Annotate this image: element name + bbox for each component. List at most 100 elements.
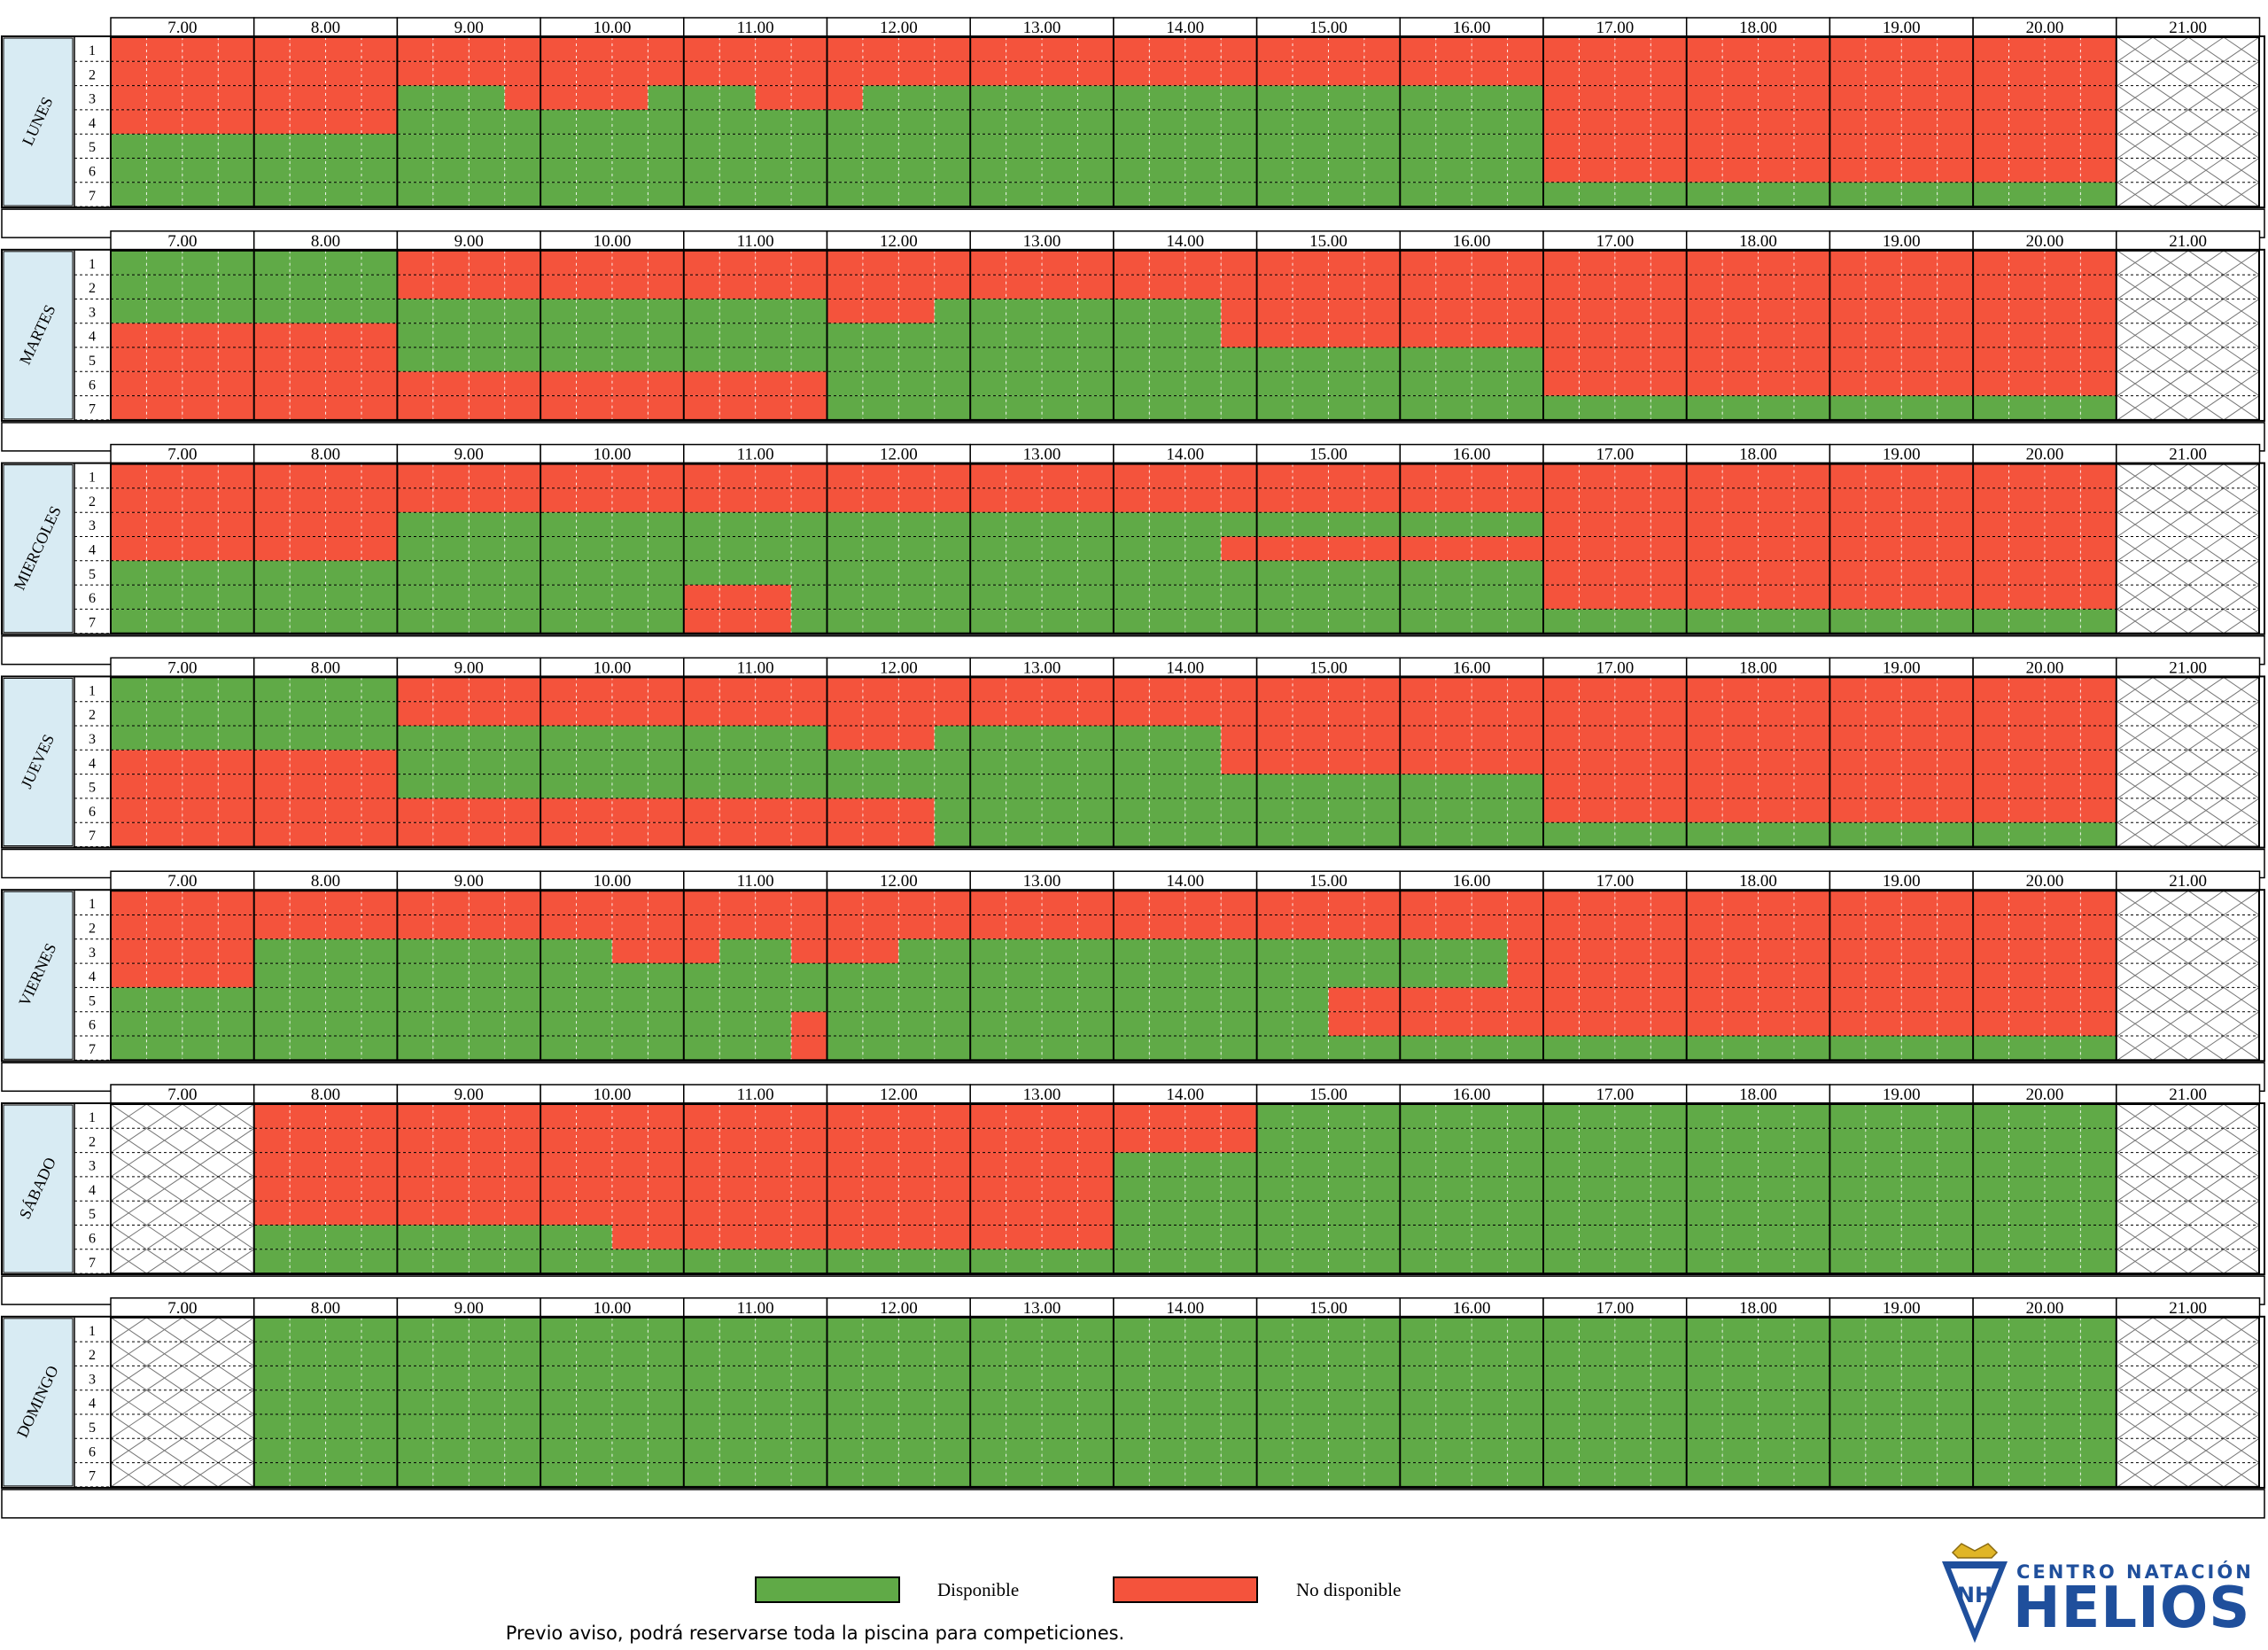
slot-available <box>1543 1225 1580 1249</box>
slot-unavailable <box>1579 560 1615 586</box>
slot-unavailable <box>719 701 756 726</box>
slot-unavailable <box>1042 61 1078 86</box>
slot-available <box>1293 822 1329 847</box>
slot-available <box>325 1036 361 1061</box>
slot-unavailable <box>290 371 326 396</box>
slot-available <box>1579 1438 1615 1463</box>
slot-unavailable <box>218 323 254 347</box>
slot-available <box>1256 1128 1293 1153</box>
slot-available <box>2080 395 2117 420</box>
slot-unavailable <box>1614 512 1651 537</box>
slot-unavailable <box>1614 487 1651 513</box>
slot-available <box>1901 1249 1938 1274</box>
slot-unavailable <box>1435 677 1472 702</box>
slot-available <box>970 750 1006 774</box>
slot-unavailable <box>1614 323 1651 347</box>
slot-available <box>1256 182 1293 207</box>
slot-available <box>898 1342 935 1366</box>
slot-unavailable <box>1829 347 1866 372</box>
slot-unavailable <box>1006 250 1043 276</box>
slot-unavailable <box>1758 487 1794 513</box>
slot-unavailable <box>1829 275 1866 300</box>
slot-available <box>898 1462 935 1487</box>
slot-available <box>1149 109 1185 135</box>
slot-unavailable <box>504 1201 541 1226</box>
slot-unavailable <box>1865 677 1902 702</box>
slot-available <box>898 536 935 561</box>
slot-available <box>1363 822 1401 847</box>
slot-available <box>1077 1317 1114 1343</box>
slot-unavailable <box>1793 275 1830 300</box>
slot-available <box>1937 1104 1974 1129</box>
slot-available <box>934 134 971 159</box>
lane-number: 7 <box>89 615 96 630</box>
slot-unavailable <box>146 774 183 798</box>
slot-available <box>253 134 291 159</box>
slot-available <box>791 726 827 751</box>
slot-unavailable <box>1829 585 1866 610</box>
slot-unavailable <box>719 1176 756 1202</box>
slot-unavailable <box>397 463 433 488</box>
slot-unavailable <box>1686 275 1723 300</box>
slot-available <box>2080 1152 2117 1177</box>
slot-unavailable <box>2080 37 2117 62</box>
slot-unavailable <box>719 891 756 915</box>
lane-number: 4 <box>89 116 96 131</box>
slot-available <box>146 299 183 323</box>
slot-unavailable <box>862 677 899 702</box>
slot-available <box>182 1036 219 1061</box>
slot-available <box>1400 1414 1436 1439</box>
slot-available <box>1184 774 1222 798</box>
slot-available <box>2044 1152 2081 1177</box>
slot-available <box>325 726 361 751</box>
slot-available <box>1328 395 1364 420</box>
slot-available <box>397 1462 433 1487</box>
lane-number: 4 <box>89 543 96 558</box>
slot-available <box>683 1462 720 1487</box>
slot-unavailable <box>1686 299 1723 323</box>
slot-available <box>1543 1201 1580 1226</box>
slot-available <box>1686 1366 1723 1390</box>
slot-available <box>1184 85 1222 110</box>
slot-available <box>1435 1389 1472 1414</box>
slot-unavailable <box>325 1104 361 1129</box>
slot-unavailable <box>2044 109 2081 135</box>
slot-unavailable <box>1651 134 1687 159</box>
slot-available <box>1973 1201 2009 1226</box>
slot-unavailable <box>397 275 433 300</box>
slot-available <box>1435 1152 1472 1177</box>
slot-available <box>1256 1366 1293 1390</box>
slot-available <box>683 299 720 323</box>
slot-available <box>397 536 433 561</box>
slot-available <box>290 585 326 610</box>
slot-unavailable <box>791 275 827 300</box>
slot-unavailable <box>1758 134 1794 159</box>
slot-unavailable <box>970 463 1006 488</box>
slot-unavailable <box>290 1152 326 1177</box>
slot-unavailable <box>648 915 684 939</box>
slot-available <box>1543 1462 1580 1487</box>
slot-available <box>1901 1389 1938 1414</box>
slot-unavailable <box>2080 275 2117 300</box>
slot-available <box>1221 585 1257 610</box>
hour-label: 15.00 <box>1309 872 1348 891</box>
slot-unavailable <box>1006 1128 1043 1153</box>
slot-unavailable <box>469 61 505 86</box>
slot-unavailable <box>146 536 183 561</box>
slot-unavailable <box>182 512 219 537</box>
slot-unavailable <box>1579 701 1615 726</box>
slot-unavailable <box>1221 275 1257 300</box>
slot-available <box>432 1389 470 1414</box>
slot-available <box>934 1366 971 1390</box>
slot-unavailable <box>504 371 541 396</box>
lane-number: 3 <box>89 1159 96 1174</box>
slot-available <box>1507 1225 1543 1249</box>
slot-unavailable <box>1865 134 1902 159</box>
hour-label: 20.00 <box>2026 19 2064 37</box>
slot-unavailable <box>1543 512 1580 537</box>
slot-available <box>290 560 326 586</box>
slot-unavailable <box>898 1225 935 1249</box>
slot-available <box>1722 1104 1759 1129</box>
slot-available <box>397 134 433 159</box>
hour-label: 9.00 <box>454 658 484 677</box>
